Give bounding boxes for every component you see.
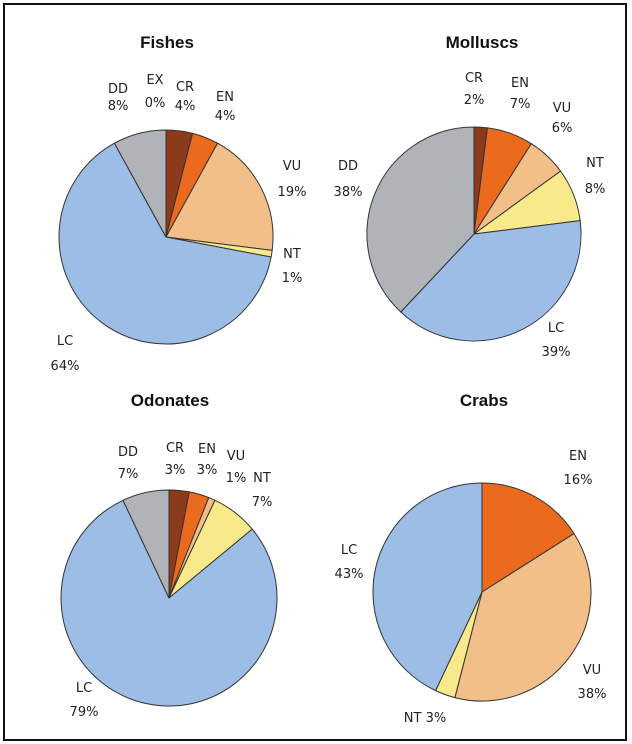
pie-slices-molluscs bbox=[366, 126, 582, 342]
pie-slice-molluscs-lc bbox=[400, 220, 582, 342]
pie-title-crabs: Crabs bbox=[460, 391, 508, 410]
pie-label-molluscs-vu: VU bbox=[553, 101, 571, 116]
pie-slice-crabs-vu bbox=[454, 532, 592, 702]
pie-value-fishes-lc: 64% bbox=[51, 359, 80, 374]
pie-value-crabs-vu: 38% bbox=[578, 687, 607, 702]
pie-title-molluscs: Molluscs bbox=[446, 33, 519, 52]
pie-label-fishes-en: EN bbox=[216, 90, 234, 105]
pie-label-molluscs-lc: LC bbox=[548, 321, 564, 336]
pie-label-odonates-dd: DD bbox=[118, 445, 138, 460]
pie-value-fishes-cr: 4% bbox=[175, 99, 196, 114]
pie-value-odonates-nt: 7% bbox=[252, 495, 273, 510]
pie-label-odonates-nt: NT bbox=[253, 471, 271, 486]
pie-slice-fishes-lc bbox=[58, 142, 272, 345]
pie-label-crabs-vu: VU bbox=[583, 663, 601, 678]
pie-slices-crabs bbox=[372, 482, 592, 702]
pie-slice-molluscs-dd bbox=[366, 126, 475, 313]
pie-panel-molluscs: Molluscs CR 2% EN 7% VU 6% NT 8% DD 38% … bbox=[334, 33, 606, 360]
pie-value-fishes-dd: 8% bbox=[108, 99, 129, 114]
pie-slice-crabs-lc bbox=[372, 482, 483, 692]
pie-label-crabs-en: EN bbox=[569, 449, 587, 464]
pie-value-molluscs-vu: 6% bbox=[552, 121, 573, 136]
pie-label-crabs-lc: LC bbox=[341, 543, 357, 558]
pie-label-odonates-cr: CR bbox=[166, 441, 184, 456]
pie-slice-odonates-lc bbox=[60, 499, 278, 707]
pie-value-odonates-dd: 7% bbox=[118, 467, 139, 482]
pie-value-molluscs-en: 7% bbox=[510, 97, 531, 112]
pie-slices-fishes bbox=[58, 129, 274, 345]
pie-panel-fishes: Fishes DD 8% EX 0% CR 4% EN 4% VU 19% NT… bbox=[51, 33, 307, 374]
pie-value-molluscs-lc: 39% bbox=[542, 345, 571, 360]
pie-label-odonates-en: EN bbox=[198, 442, 216, 457]
pie-label-odonates-vu: VU bbox=[227, 449, 245, 464]
pie-value-molluscs-cr: 2% bbox=[464, 93, 485, 108]
pie-label-fishes-lc: LC bbox=[57, 334, 73, 349]
pie-value-fishes-en: 4% bbox=[215, 109, 236, 124]
pie-label-molluscs-cr: CR bbox=[465, 71, 483, 86]
pie-label-fishes-nt: NT bbox=[283, 247, 301, 262]
pie-label-fishes-cr: CR bbox=[176, 80, 194, 95]
pie-value-fishes-vu: 19% bbox=[278, 185, 307, 200]
pie-title-fishes: Fishes bbox=[140, 33, 194, 52]
pie-value-fishes-ex: 0% bbox=[145, 96, 166, 111]
pie-value-odonates-vu: 1% bbox=[226, 471, 247, 486]
pie-panel-crabs: Crabs EN 16% LC 43% VU 38% NT 3% bbox=[335, 391, 607, 726]
pie-title-odonates: Odonates bbox=[131, 391, 209, 410]
pie-value-molluscs-nt: 8% bbox=[585, 182, 606, 197]
pie-slices-odonates bbox=[60, 489, 278, 707]
pie-value-odonates-lc: 79% bbox=[70, 705, 99, 720]
pie-panel-odonates: Odonates DD 7% CR 3% EN 3% VU 1% NT 7% L… bbox=[60, 391, 278, 720]
pie-label-molluscs-en: EN bbox=[511, 76, 529, 91]
pie-label-molluscs-nt: NT bbox=[586, 156, 604, 171]
pie-label-fishes-ex: EX bbox=[146, 73, 163, 88]
pie-label-odonates-lc: LC bbox=[76, 681, 92, 696]
pie-value-odonates-cr: 3% bbox=[165, 463, 186, 478]
pie-label-fishes-vu: VU bbox=[283, 159, 301, 174]
pie-label-molluscs-dd: DD bbox=[338, 159, 358, 174]
pie-slice-odonates-dd bbox=[122, 489, 170, 599]
pie-value-odonates-en: 3% bbox=[197, 463, 218, 478]
pie-slice-fishes-dd bbox=[113, 129, 167, 238]
pie-label-crabs-nt: NT 3% bbox=[404, 711, 446, 726]
pie-value-molluscs-dd: 38% bbox=[334, 185, 363, 200]
pie-value-crabs-en: 16% bbox=[564, 473, 593, 488]
pie-value-fishes-nt: 1% bbox=[282, 271, 303, 286]
pie-slice-crabs-en bbox=[481, 482, 575, 593]
pie-value-crabs-lc: 43% bbox=[335, 567, 364, 582]
pie-slice-fishes-vu bbox=[165, 142, 274, 251]
pie-label-fishes-dd: DD bbox=[108, 82, 128, 97]
